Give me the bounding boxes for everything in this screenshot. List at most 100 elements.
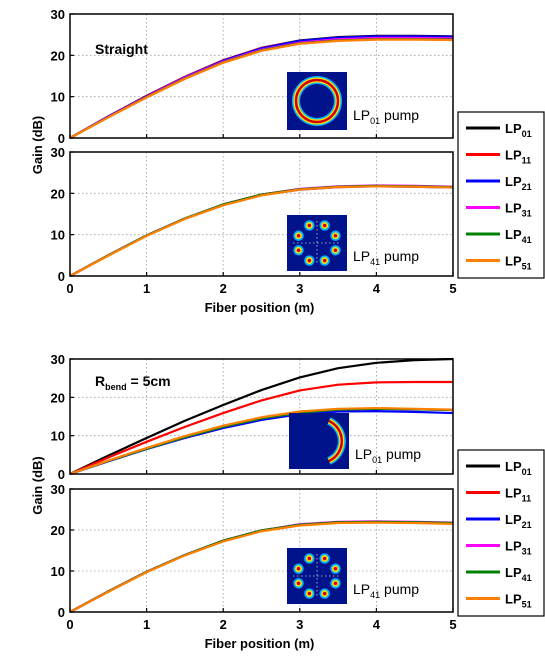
legend-entry-main: LP [505,512,522,527]
legend-entry-sub: 21 [522,182,532,192]
pump-label: LP01 pump [355,446,421,465]
plot-frame [69,151,454,277]
legend-entry-main: LP [505,459,522,474]
lobe-core [307,223,312,228]
legend-entry: LP21 [505,512,532,530]
y-axis-label: Gain (dB) [30,456,45,515]
legend-entry-sub: 51 [522,262,532,272]
panel-4: 0 10 20 30 0 1 2 3 4 5 Fiber position (m) LP41 pump [51,482,457,651]
pump-label-suffix: pump [380,107,419,123]
y-tick-label: 0 [58,467,65,482]
series-line-lp51 [69,406,454,476]
y-tick-label: 30 [51,7,65,22]
x-axis-label: Fiber position (m) [205,636,315,651]
legend-entry: LP21 [505,174,532,192]
x-tick-label: 2 [220,617,227,632]
lobe-core [322,556,327,561]
legend-entry: LP31 [505,201,532,219]
y-axis-label: Gain (dB) [30,116,45,175]
lobe-core [296,581,301,586]
legend-entry: LP51 [505,592,532,610]
pump-label-sub: 01 [372,455,382,465]
x-axis-label: Fiber position (m) [205,300,315,315]
pump-label: LP01 pump [353,107,419,126]
plot-frame [69,488,454,613]
pump-label-sub: 01 [370,116,380,126]
legend-entry: LP11 [505,486,531,504]
ring-core [294,78,340,124]
x-tick-label: 4 [373,617,381,632]
y-tick-label: 20 [51,390,65,405]
legend-entry: LP31 [505,539,532,557]
y-tick-label: 0 [58,131,65,146]
panel-annotation: Straight [95,41,148,57]
x-tick-label: 2 [220,281,227,296]
panel-annotation-main: R [95,373,105,389]
legend-entry-main: LP [505,592,522,607]
panel-annotation: Rbend = 5cm [95,373,171,392]
plot-frame [69,13,454,139]
legend-entry-sub: 11 [522,156,532,166]
y-tick-label: 10 [51,228,65,243]
legend-entry: LP51 [505,254,532,272]
series-line-lp01 [69,357,454,475]
panel-annotation-main: Straight [95,41,148,57]
x-tick-label: 0 [66,617,73,632]
lobe-core [296,248,301,253]
lobe-core [322,591,327,596]
lobe-core [296,566,301,571]
y-tick-label: 10 [51,564,65,579]
x-tick-label: 5 [449,617,456,632]
lobe-core [333,248,338,253]
legend-entry-sub: 31 [522,547,532,557]
y-tick-label: 30 [51,482,65,497]
series-line-lp41 [69,407,454,476]
series-line-lp31 [69,520,454,613]
legend-entry-main: LP [505,565,522,580]
pump-label-sub: 41 [370,257,380,267]
pump-label-main: LP [353,581,370,597]
legend-entry-main: LP [505,486,522,501]
pump-label: LP41 pump [353,581,419,600]
mode-image-lobes [287,215,347,271]
series-line-lp01 [69,520,454,613]
x-tick-label: 1 [143,617,150,632]
pump-label-main: LP [353,248,370,264]
crescent-core [328,419,344,463]
legend-entry: LP11 [505,148,531,166]
y-tick-label: 0 [58,269,65,284]
panel-annotation-sub: bend [105,382,127,392]
pump-label: LP41 pump [353,248,419,267]
series-line-lp51 [69,521,454,613]
legend-entry-sub: 41 [522,235,532,245]
pump-label-suffix: pump [382,446,421,462]
legend-entry-sub: 01 [522,467,532,477]
pump-label-main: LP [355,446,372,462]
legend-entry: LP41 [505,227,532,245]
lobe-core [307,258,312,263]
series-line-lp51 [69,38,454,139]
legend-box [457,449,545,617]
lobe-core [333,566,338,571]
x-tick-label: 3 [296,281,303,296]
y-tick-label: 20 [51,523,65,538]
y-tick-label: 30 [51,352,65,367]
y-tick-label: 10 [51,90,65,105]
legend-entry-sub: 21 [522,520,532,530]
pump-label-main: LP [353,107,370,123]
mode-image-crescent [289,413,349,469]
legend-entry-main: LP [505,254,522,269]
legend-entry-main: LP [505,174,522,189]
series-line-lp51 [69,185,454,277]
legend-entry-main: LP [505,121,522,136]
legend-entry: LP01 [505,121,532,139]
legend-entry-sub: 01 [522,129,532,139]
lobe-core [333,233,338,238]
mode-image-ring [287,72,347,130]
y-tick-label: 30 [51,145,65,160]
legend-box [457,111,545,279]
legend-entry-sub: 51 [522,600,532,610]
